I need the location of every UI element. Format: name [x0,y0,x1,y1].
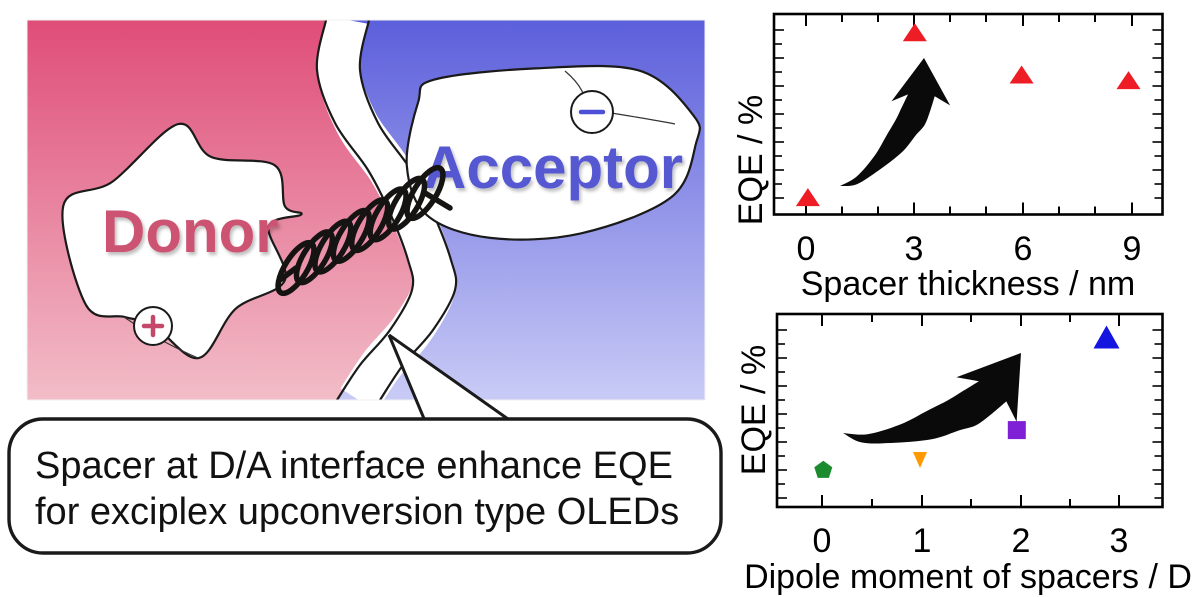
svg-text:Acceptor: Acceptor [423,134,683,201]
svg-text:Donor: Donor [102,198,279,265]
svg-text:2: 2 [1012,522,1031,560]
svg-text:1: 1 [913,522,932,560]
svg-text:6: 6 [1014,230,1033,268]
svg-text:EQE / %: EQE / % [735,345,773,475]
svg-text:3: 3 [1110,522,1129,560]
svg-text:0: 0 [813,522,832,560]
svg-text:Dipole moment of spacers / D: Dipole moment of spacers / D [744,558,1192,596]
svg-text:EQE / %: EQE / % [732,95,770,225]
svg-text:9: 9 [1123,230,1142,268]
svg-text:Spacer thickness / nm: Spacer thickness / nm [801,265,1135,303]
svg-text:0: 0 [797,230,816,268]
svg-text:for exciplex upconversion type: for exciplex upconversion type OLEDs [35,491,679,533]
svg-text:Spacer at D/A interface enhanc: Spacer at D/A interface enhance EQE [35,445,673,487]
svg-text:3: 3 [905,230,924,268]
